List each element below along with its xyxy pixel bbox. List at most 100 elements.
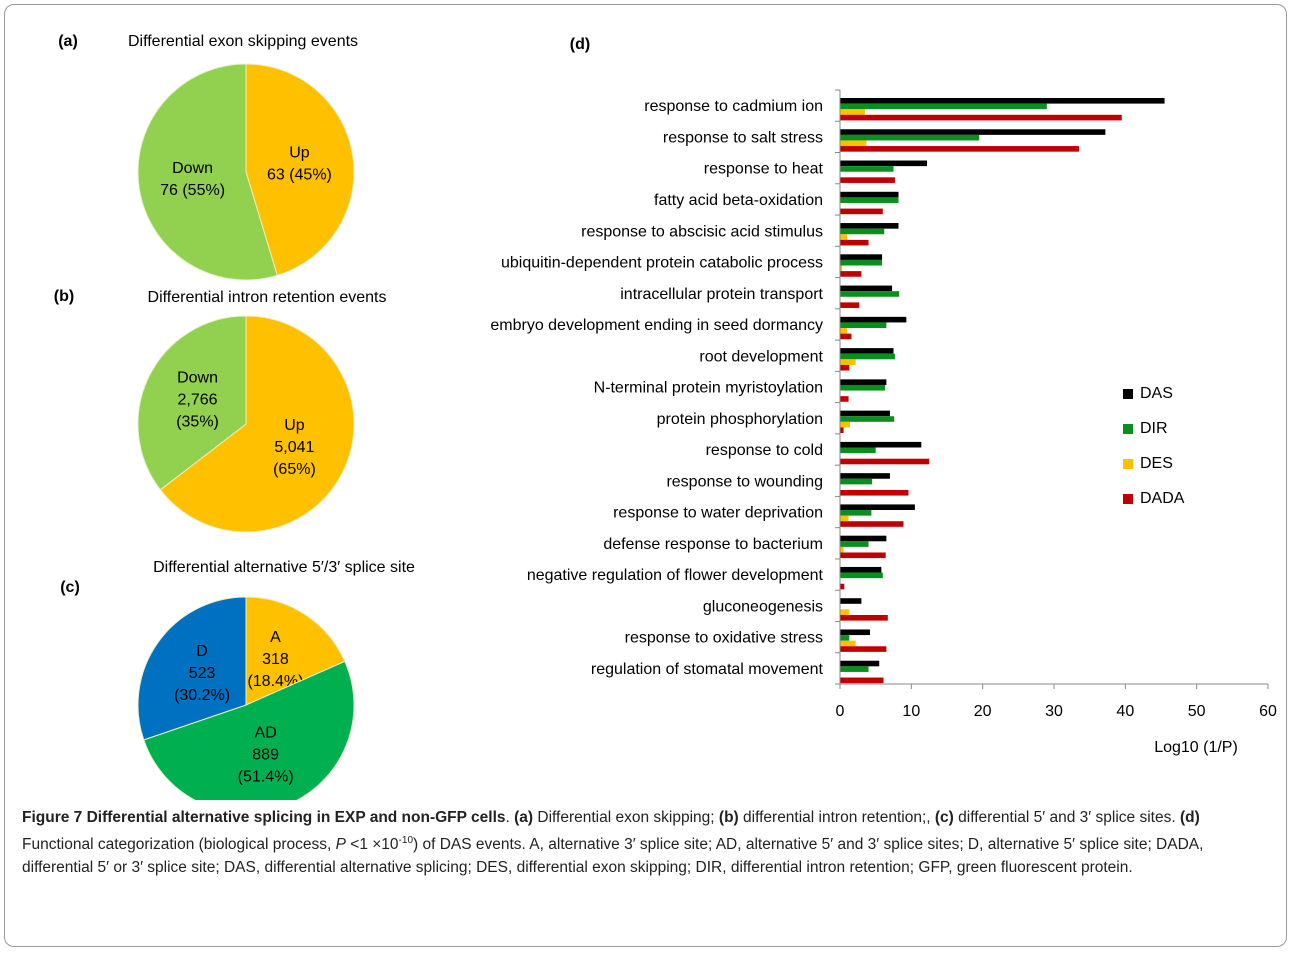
slice-category: D (196, 643, 208, 660)
bar (840, 134, 980, 141)
bar (840, 146, 1079, 152)
y-tick-label: response to oxidative stress (625, 630, 823, 647)
x-tick-label: 40 (1116, 703, 1134, 720)
y-tick-label: intracellular protein transport (620, 286, 823, 303)
y-tick-label: root development (699, 348, 823, 365)
y-tick-label: negative regulation of flower developmen… (527, 567, 824, 584)
bar (840, 515, 849, 522)
bar (840, 208, 883, 215)
bar (840, 160, 928, 167)
bar (840, 521, 904, 527)
slice-value-label: 318 (262, 651, 289, 668)
bar (840, 285, 893, 292)
panel-label: (d) (570, 36, 590, 53)
legend-swatch (1123, 424, 1133, 434)
pie-slice (137, 63, 278, 281)
bar (840, 191, 899, 198)
caption-text: (a) (514, 809, 534, 826)
bar (840, 109, 865, 115)
bar (840, 441, 922, 448)
bar (840, 98, 1165, 104)
x-tick-label: 30 (1045, 703, 1063, 720)
legend-swatch (1123, 459, 1133, 469)
slice-value-label: 63 (45%) (267, 166, 332, 183)
slice-category: Down (172, 160, 213, 177)
bar (840, 478, 873, 485)
legend-swatch (1123, 494, 1133, 504)
y-tick-label: fatty acid beta-oxidation (654, 192, 823, 209)
slice-value-label: 889 (252, 747, 279, 764)
bar (840, 271, 862, 277)
y-tick-label: response to wounding (666, 473, 823, 490)
bar (840, 416, 895, 422)
bar (840, 546, 844, 553)
bar (840, 535, 887, 542)
bar (840, 302, 860, 308)
bar (840, 615, 888, 621)
figure: (a) Differential exon skipping events Up 63… (54, 33, 1277, 800)
slice-value-label: (30.2%) (174, 687, 230, 704)
y-tick-label: defense response to bacterium (603, 536, 823, 553)
bar (840, 364, 850, 371)
bar (840, 197, 899, 203)
bar (840, 510, 872, 516)
caption: Figure 7 Differential alternative splici… (22, 806, 1272, 879)
pie-slice (143, 660, 355, 800)
bar (840, 353, 895, 360)
bar (840, 473, 890, 479)
bar (840, 552, 886, 559)
bar (840, 328, 848, 334)
caption-text: P (335, 836, 346, 854)
chart-title: Differential intron retention events (148, 289, 387, 306)
x-tick-label: 20 (974, 703, 992, 720)
bar (840, 489, 909, 496)
bar (840, 458, 930, 465)
slice-category: A (270, 629, 281, 646)
bar (840, 166, 894, 172)
caption-text: (b) (718, 809, 739, 826)
bar (840, 114, 1122, 121)
chart-title: Differential alternative 5′/3′ splice si… (153, 559, 415, 576)
legend-label: DES (1140, 455, 1173, 472)
panel-label: (c) (60, 579, 80, 596)
slice-value-label: 5,041 (274, 439, 314, 456)
caption-text: -10 (398, 835, 413, 846)
bar (840, 228, 885, 235)
slice-value-label: (35%) (176, 413, 219, 430)
x-axis-label: Log10 (1/P) (1154, 739, 1238, 756)
caption-text: (d) (1179, 809, 1200, 826)
bar (840, 259, 883, 266)
caption-text: <1 ×10 (345, 836, 399, 854)
bar (840, 598, 862, 604)
y-tick-label: response to cold (706, 442, 823, 459)
y-tick-label: gluconeogenesis (703, 598, 823, 615)
bar (840, 359, 856, 365)
slice-value-label: (65%) (273, 461, 316, 478)
bar (840, 239, 869, 246)
legend-label: DAS (1140, 385, 1173, 402)
bar (840, 333, 852, 340)
y-tick-label: N-terminal protein myristoylation (594, 380, 823, 397)
x-tick-label: 60 (1259, 703, 1277, 720)
bar (840, 234, 848, 240)
slice-category: AD (255, 725, 277, 742)
y-tick-label: regulation of stomatal movement (591, 661, 824, 678)
bar (840, 177, 895, 183)
caption-text: Figure 7 Differential alternative splici… (22, 809, 506, 826)
y-tick-label: response to salt stress (663, 129, 823, 146)
x-tick-label: 50 (1188, 703, 1206, 720)
caption-text: . (505, 809, 515, 826)
y-tick-label: protein phosphorylation (657, 411, 823, 428)
bar (840, 583, 845, 590)
bar (840, 291, 900, 297)
bar (840, 348, 894, 354)
caption-text: ) of DAS events. A, alternative 3′ splic… (22, 836, 1204, 877)
pie-slice (245, 63, 355, 276)
legend-label: DIR (1140, 420, 1168, 437)
bar (840, 129, 1106, 135)
pie-slice (245, 596, 346, 706)
slice-value-label: 76 (55%) (160, 182, 225, 199)
x-tick-label: 10 (902, 703, 920, 720)
bar (840, 384, 885, 391)
